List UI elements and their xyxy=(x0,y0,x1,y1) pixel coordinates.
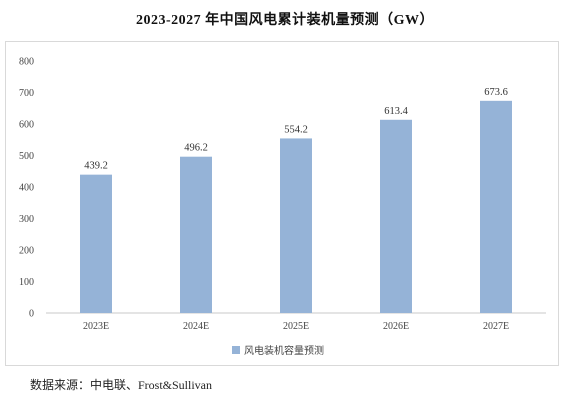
legend-swatch xyxy=(232,346,240,354)
data-label: 554.2 xyxy=(284,124,308,135)
y-tick-label: 700 xyxy=(19,88,34,99)
y-tick-label: 600 xyxy=(19,120,34,131)
bar xyxy=(380,119,412,314)
chart-frame xyxy=(5,41,559,366)
x-tick-label: 2024E xyxy=(183,321,209,332)
data-labels: 439.2 496.2 554.2 613.4 673.6 xyxy=(84,87,508,172)
y-tick-label: 200 xyxy=(19,246,34,257)
chart-title: 2023-2027 年中国风电累计装机量预测（GW） xyxy=(135,13,435,28)
bars xyxy=(80,100,512,314)
x-tick-label: 2027E xyxy=(483,321,509,332)
bar xyxy=(480,100,512,313)
x-tick-label: 2025E xyxy=(283,321,309,332)
y-tick-label: 500 xyxy=(19,151,34,162)
data-label: 439.2 xyxy=(84,161,108,172)
bar xyxy=(80,174,112,313)
legend-label: 风电装机容量预测 xyxy=(244,344,324,357)
legend: 风电装机容量预测 xyxy=(232,344,324,357)
x-axis: 2023E 2024E 2025E 2026E 2027E xyxy=(46,312,546,332)
y-tick-label: 0 xyxy=(29,309,34,320)
y-tick-label: 400 xyxy=(19,183,34,194)
y-tick-label: 300 xyxy=(19,214,34,225)
y-axis: 0 100 200 300 400 500 600 700 800 xyxy=(19,57,34,320)
x-tick-label: 2026E xyxy=(383,321,409,332)
data-label: 673.6 xyxy=(484,87,508,98)
data-source-note: 数据来源：中电联、Frost&Sullivan xyxy=(30,378,213,392)
y-tick-label: 100 xyxy=(19,277,34,288)
data-label: 496.2 xyxy=(184,143,208,154)
bar xyxy=(180,156,212,313)
bar xyxy=(280,138,312,313)
y-tick-label: 800 xyxy=(19,57,34,68)
data-label: 613.4 xyxy=(384,106,408,117)
x-tick-label: 2023E xyxy=(83,321,109,332)
